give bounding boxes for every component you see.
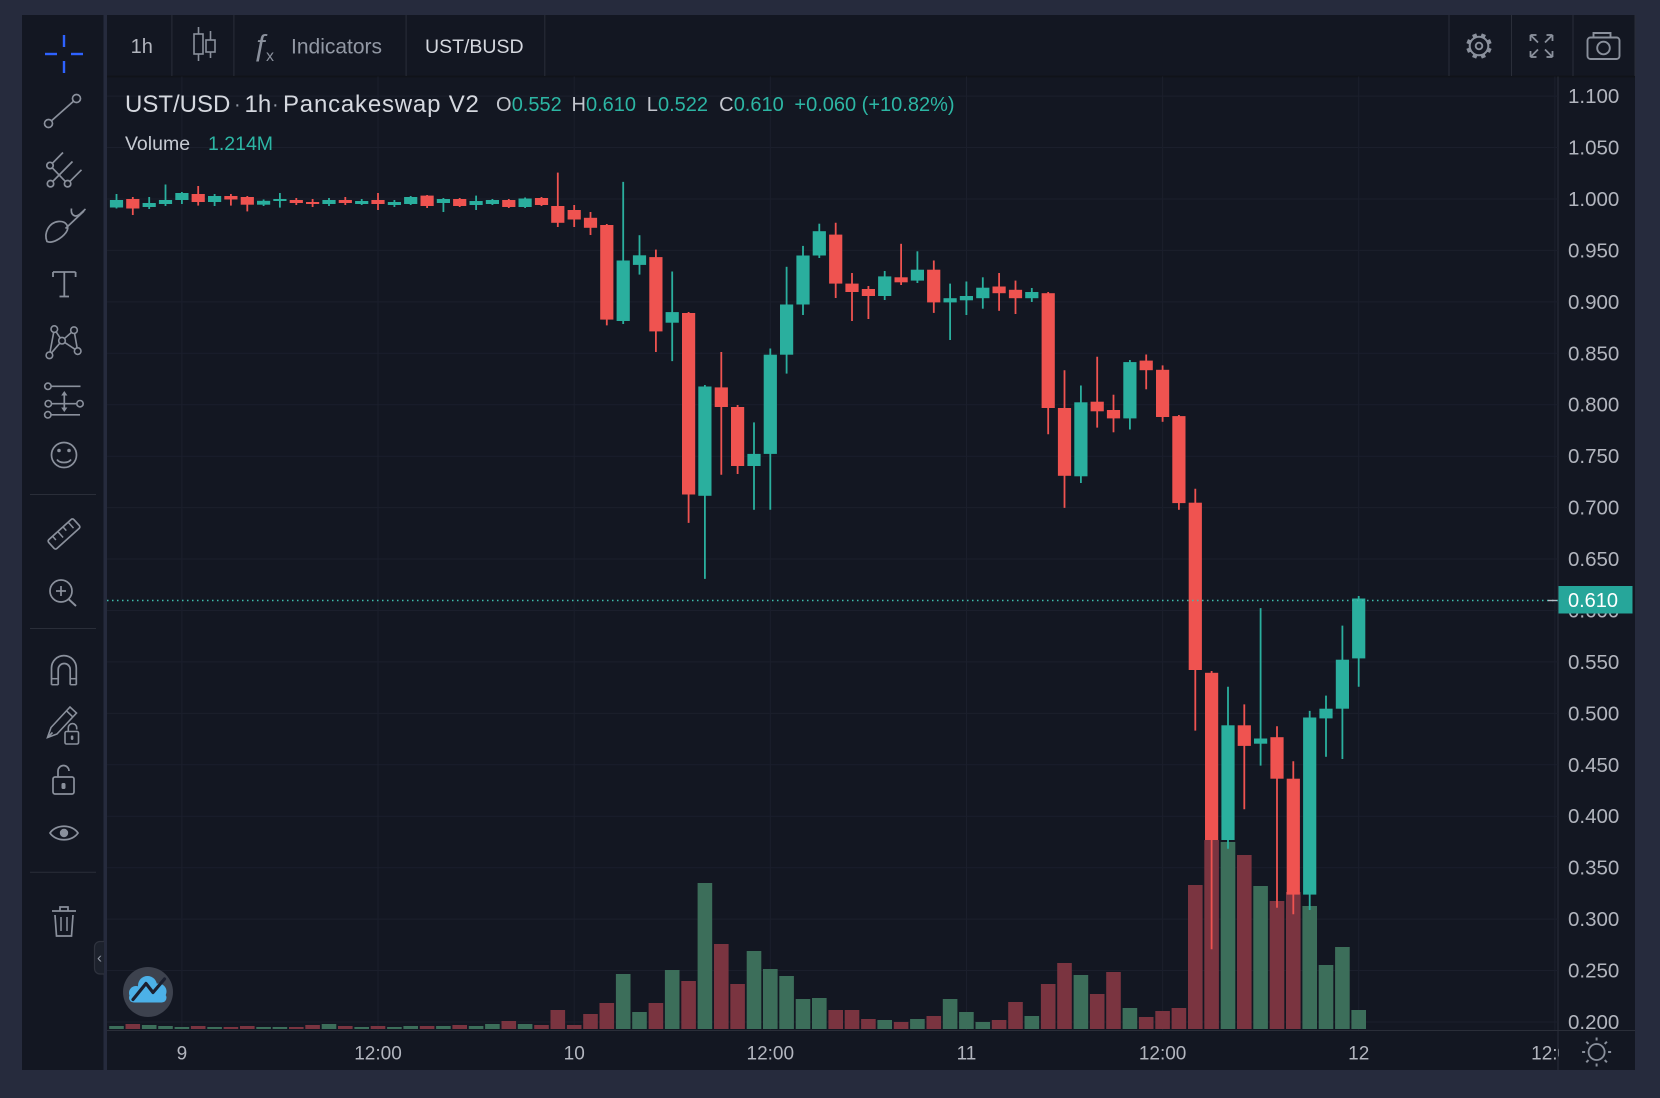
svg-text:10: 10 <box>564 1044 585 1065</box>
svg-text:1h: 1h <box>245 91 272 118</box>
svg-text:·: · <box>272 94 279 116</box>
svg-text:L: L <box>647 94 658 116</box>
svg-text:0.400: 0.400 <box>1568 805 1619 828</box>
svg-text:Pancakeswap V2: Pancakeswap V2 <box>283 91 480 118</box>
svg-text:0.550: 0.550 <box>1568 651 1619 674</box>
svg-text:Volume: Volume <box>125 133 190 155</box>
svg-text:12:00: 12:00 <box>354 1044 402 1065</box>
svg-text:1.100: 1.100 <box>1568 85 1619 108</box>
svg-text:0.610: 0.610 <box>1568 590 1618 612</box>
svg-text:1.050: 1.050 <box>1568 137 1619 160</box>
svg-text:·: · <box>234 94 241 116</box>
svg-text:+0.060 (+10.82%): +0.060 (+10.82%) <box>794 94 954 116</box>
svg-text:0.500: 0.500 <box>1568 702 1619 725</box>
svg-text:‹: ‹ <box>97 950 102 967</box>
svg-text:0.700: 0.700 <box>1568 497 1619 520</box>
svg-text:0.522: 0.522 <box>658 94 708 116</box>
svg-text:0.610: 0.610 <box>734 94 784 116</box>
svg-text:12:00: 12:00 <box>747 1044 795 1065</box>
svg-text:1.000: 1.000 <box>1568 188 1619 211</box>
svg-text:0.300: 0.300 <box>1568 908 1619 931</box>
svg-text:12: 12 <box>1348 1044 1369 1065</box>
svg-text:O: O <box>496 94 512 116</box>
svg-text:11: 11 <box>957 1044 977 1065</box>
svg-text:ƒ: ƒ <box>252 29 269 62</box>
svg-text:UST/BUSD: UST/BUSD <box>425 36 524 58</box>
svg-text:0.250: 0.250 <box>1568 960 1619 983</box>
svg-text:0.350: 0.350 <box>1568 857 1619 880</box>
svg-text:12:00: 12:00 <box>1139 1044 1187 1065</box>
svg-text:UST/USD: UST/USD <box>125 91 230 118</box>
svg-text:0.800: 0.800 <box>1568 394 1619 417</box>
svg-text:H: H <box>572 94 586 116</box>
svg-text:C: C <box>719 94 733 116</box>
svg-text:0.750: 0.750 <box>1568 445 1619 468</box>
svg-text:x: x <box>266 48 274 65</box>
svg-text:0.200: 0.200 <box>1568 1011 1619 1034</box>
svg-text:0.552: 0.552 <box>512 94 562 116</box>
svg-text:1.214M: 1.214M <box>208 133 273 155</box>
svg-text:Indicators: Indicators <box>291 36 382 59</box>
svg-text:0.850: 0.850 <box>1568 342 1619 365</box>
svg-text:0.900: 0.900 <box>1568 291 1619 314</box>
svg-text:9: 9 <box>177 1044 188 1065</box>
svg-text:1h: 1h <box>131 36 153 58</box>
svg-text:0.950: 0.950 <box>1568 239 1619 262</box>
svg-text:0.450: 0.450 <box>1568 754 1619 777</box>
svg-text:0.610: 0.610 <box>586 94 636 116</box>
svg-text:0.650: 0.650 <box>1568 548 1619 571</box>
